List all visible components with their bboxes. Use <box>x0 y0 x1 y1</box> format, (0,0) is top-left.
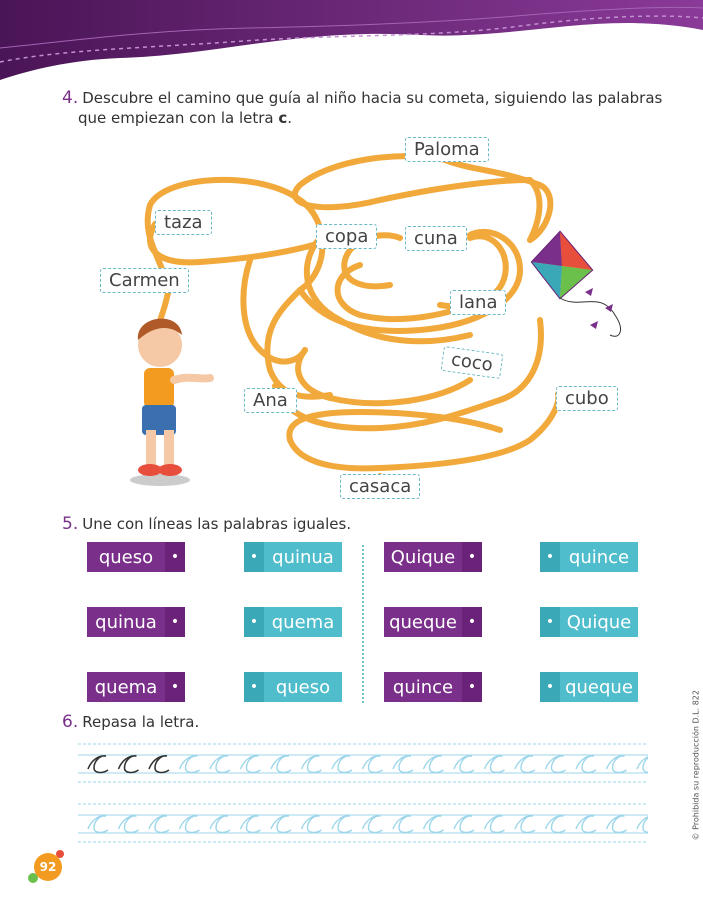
exercise-5-prompt: 5. Une con líneas las palabras iguales. <box>62 514 352 534</box>
maze-word: cubo <box>556 386 618 411</box>
match-word-left[interactable]: queque • <box>384 607 482 637</box>
tracing-letters <box>87 815 648 834</box>
match-word-right[interactable]: • quinua <box>244 542 342 572</box>
exercise-4-prompt: 4. Descubre el camino que guía al niño ha… <box>62 88 663 127</box>
maze <box>130 153 621 494</box>
tracing-letter <box>209 755 231 774</box>
copyright-notice: © Prohibida su reproducción D.L. 822 <box>691 690 700 841</box>
maze-word: Paloma <box>405 137 489 162</box>
match-word-left[interactable]: queso • <box>87 542 185 572</box>
match-word-left[interactable]: quema • <box>87 672 185 702</box>
tracing-letter <box>178 815 200 834</box>
tracing-letter <box>544 755 566 774</box>
tracing-letter <box>361 755 383 774</box>
tracing-row-1[interactable] <box>78 743 648 783</box>
exercise-number: 5. <box>62 514 79 534</box>
exercise-6-prompt: 6. Repasa la letra. <box>62 712 200 732</box>
maze-word: lana <box>450 290 507 315</box>
page-number: 92 <box>34 853 62 881</box>
tracing-letter <box>87 815 109 834</box>
tracing-letter <box>270 815 292 834</box>
match-word-left[interactable]: quinua • <box>87 607 185 637</box>
tracing-letter <box>575 755 597 774</box>
tracing-letter <box>87 755 109 774</box>
tracing-letter <box>239 755 261 774</box>
match-word-left[interactable]: quince • <box>384 672 482 702</box>
tracing-letter <box>575 815 597 834</box>
match-word-right[interactable]: • queque <box>540 672 638 702</box>
decor-dot <box>28 873 38 883</box>
tracing-letter <box>331 815 353 834</box>
maze-word: casaca <box>340 474 421 499</box>
tracing-letter <box>605 755 627 774</box>
match-word-right[interactable]: • quema <box>244 607 342 637</box>
divider <box>362 545 364 703</box>
tracing-letter <box>483 755 505 774</box>
kite-illustration <box>530 230 621 337</box>
tracing-letter <box>392 815 414 834</box>
exercise-number: 6. <box>62 712 79 732</box>
tracing-letter <box>605 815 627 834</box>
tracing-letter <box>239 815 261 834</box>
match-word-right[interactable]: • quince <box>540 542 638 572</box>
tracing-letter <box>331 755 353 774</box>
tracing-letter <box>117 755 139 774</box>
tracing-letter <box>453 755 475 774</box>
tracing-letter <box>422 815 444 834</box>
tracing-letter <box>636 756 648 774</box>
tracing-letters <box>87 755 648 774</box>
match-word-right[interactable]: • queso <box>244 672 342 702</box>
tracing-letter <box>300 755 322 774</box>
boy-illustration <box>130 318 214 486</box>
exercise-number: 4. <box>62 88 79 108</box>
tracing-letter <box>514 755 536 774</box>
tracing-letter <box>422 755 444 774</box>
tracing-letter <box>514 815 536 834</box>
tracing-letter <box>483 815 505 834</box>
header-banner <box>0 0 703 80</box>
tracing-letter <box>148 815 170 834</box>
match-word-right[interactable]: • Quique <box>540 607 638 637</box>
tracing-letter <box>117 815 139 834</box>
decor-dot <box>56 850 64 858</box>
tracing-letter <box>392 755 414 774</box>
tracing-letter <box>636 816 648 834</box>
tracing-letter <box>300 815 322 834</box>
maze-word: Carmen <box>100 268 189 293</box>
tracing-letter <box>148 755 170 774</box>
tracing-letter <box>453 815 475 834</box>
match-word-left[interactable]: Quique • <box>384 542 482 572</box>
tracing-row-2[interactable] <box>78 803 648 843</box>
tracing-letter <box>270 755 292 774</box>
maze-word: taza <box>155 210 212 235</box>
tracing-letter <box>209 815 231 834</box>
tracing-letter <box>361 815 383 834</box>
maze-word: Ana <box>244 388 297 413</box>
maze-word: cuna <box>405 226 467 251</box>
maze-word: copa <box>316 224 378 249</box>
tracing-letter <box>544 815 566 834</box>
tracing-letter <box>178 755 200 774</box>
